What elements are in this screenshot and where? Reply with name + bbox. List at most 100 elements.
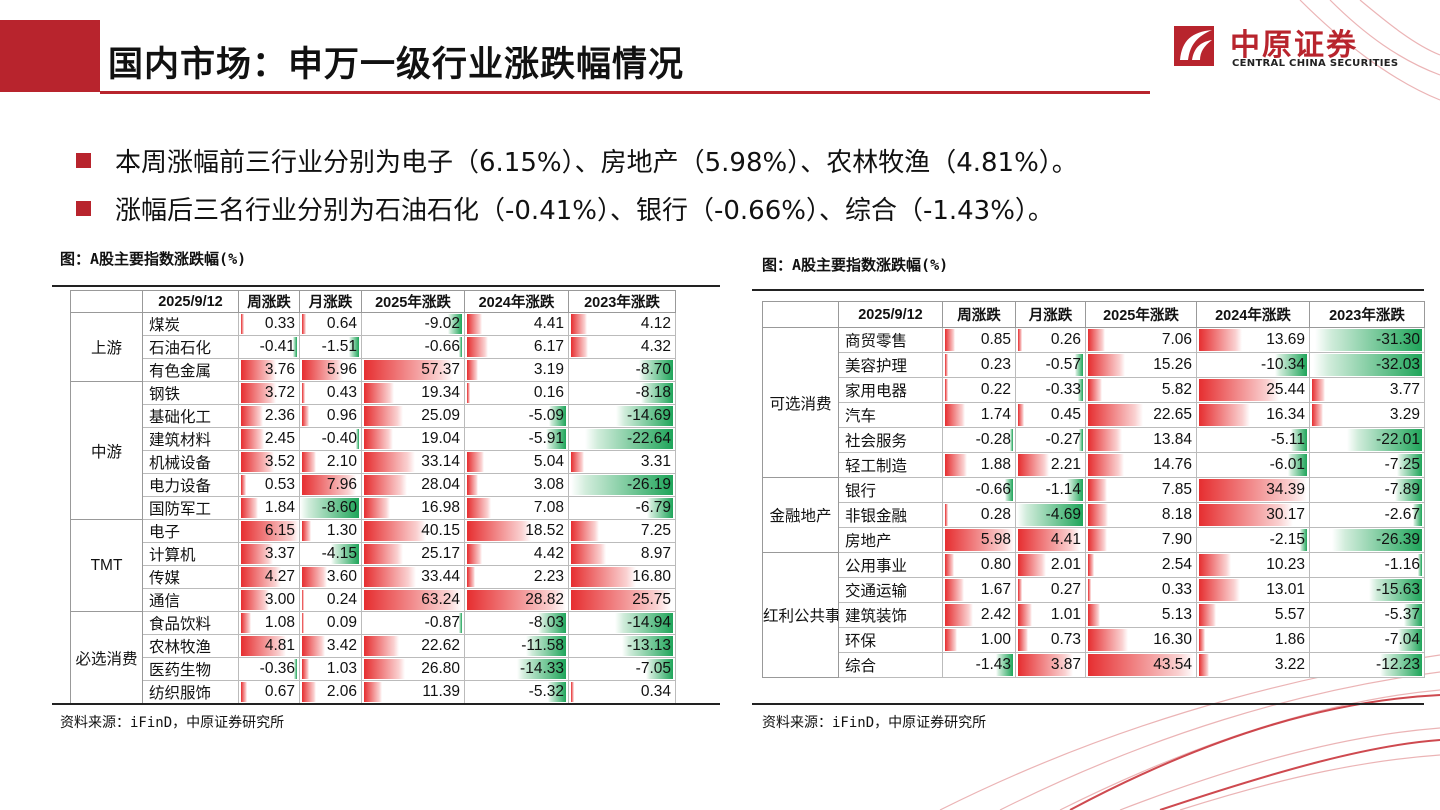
cell-value: 3.08: [533, 476, 564, 493]
table-row: 电力设备 0.53 7.96 28.04 3.08 -26.19: [71, 473, 676, 497]
header-2024-change: 2024年涨跌: [1196, 301, 1310, 328]
cell-value: 3.77: [1389, 381, 1420, 398]
cell-value: 14.76: [1153, 456, 1192, 473]
table-row: TMT 电子 6.15 1.30 40.15 18.52 7.25: [70, 519, 676, 612]
industry-name: 农林牧渔: [142, 634, 239, 658]
cell-value: 0.33: [1161, 581, 1192, 598]
cell-value: 40.15: [421, 522, 460, 539]
left-industry-table: 2025/9/12 周涨跌 月涨跌 2025年涨跌 2024年涨跌 2023年涨…: [70, 290, 676, 704]
cell-value: 6.15: [264, 522, 295, 539]
cell-value: -0.66: [975, 481, 1011, 498]
gain-data-bar: [1312, 379, 1325, 401]
header-accent-bar: [0, 20, 100, 92]
gain-data-bar: [1199, 579, 1240, 601]
industry-name: 计算机: [142, 542, 239, 566]
industry-name: 商贸零售: [838, 327, 943, 353]
loss-data-bar: [1078, 379, 1083, 401]
page-title: 国内市场：申万一级行业涨跌幅情况: [108, 45, 685, 85]
loss-data-bar: [1368, 579, 1422, 601]
loss-data-bar: [1397, 629, 1422, 651]
cell-value: 2.21: [1050, 456, 1081, 473]
gain-data-bar: [241, 613, 252, 633]
2023-change-cell: -26.39: [1309, 527, 1425, 553]
cell-value: 13.69: [1266, 331, 1305, 348]
gain-data-bar: [302, 314, 307, 334]
2024-change-cell: 0.16: [464, 381, 569, 405]
2024-change-cell: -2.15: [1196, 527, 1310, 553]
cell-value: -7.89: [1384, 481, 1420, 498]
cell-value: 3.37: [264, 545, 295, 562]
industry-name: 汽车: [838, 402, 943, 428]
2023-change-cell: 8.97: [568, 542, 676, 566]
week-change-cell: 0.33: [238, 312, 300, 336]
gain-data-bar: [945, 529, 1015, 551]
gain-data-bar: [1088, 629, 1128, 651]
header-date: 2025/9/12: [142, 290, 239, 313]
table-row: 必选消费 食品饮料 1.08 0.09 -0.87 -8.03 -14.94: [70, 611, 676, 704]
cell-value: -4.15: [321, 545, 357, 562]
cell-value: 4.27: [264, 568, 295, 585]
week-change-cell: -0.66: [942, 477, 1016, 503]
gain-data-bar: [364, 383, 394, 403]
cell-value: 11.39: [422, 683, 460, 700]
2025-change-cell: 33.44: [361, 565, 465, 589]
loss-data-bar: [1074, 354, 1083, 376]
2025-change-cell: -0.66: [361, 335, 465, 359]
gain-data-bar: [1088, 604, 1101, 626]
cell-value: 0.09: [326, 614, 357, 631]
bullet-item: 本周涨幅前三行业分别为电子（6.15%）、房地产（5.98%）、农林牧渔（4.8…: [76, 136, 1078, 184]
gain-data-bar: [241, 682, 248, 702]
gain-data-bar: [302, 682, 317, 702]
2025-change-cell: 16.98: [361, 496, 465, 520]
table-row: 红利公共事业公用事业 0.80 2.01 2.54 10.23 -1.16: [762, 552, 1425, 678]
gain-data-bar: [1199, 379, 1279, 401]
table-row: 房地产 5.98 4.41 7.90 -2.15 -26.39: [763, 527, 1425, 553]
2025-change-cell: -9.02: [361, 312, 465, 336]
cell-value: -8.60: [321, 499, 357, 516]
cell-value: 2.01: [1050, 556, 1081, 573]
2025-change-cell: 19.34: [361, 381, 465, 405]
industry-name: 社会服务: [838, 427, 943, 453]
loss-data-bar: [348, 337, 359, 357]
gain-data-bar: [241, 544, 273, 564]
table-row: 国防军工 1.84 -8.60 16.98 7.08 -6.79: [71, 496, 676, 520]
cell-value: -1.43: [975, 656, 1011, 673]
month-change-cell: 5.96: [299, 358, 362, 382]
2023-change-cell: -6.79: [568, 496, 676, 520]
cell-value: 4.32: [640, 338, 671, 355]
group-label: 上游: [70, 312, 143, 382]
bullet-item: 涨幅后三名行业分别为石油石化（-0.41%）、银行（-0.66%）、综合（-1.…: [76, 184, 1078, 232]
gain-data-bar: [467, 567, 475, 587]
industry-name: 房地产: [838, 527, 943, 553]
cell-value: 1.30: [326, 522, 357, 539]
right-figure-caption: 图：A股主要指数涨跌幅(%): [762, 256, 949, 274]
industry-name: 轻工制造: [838, 452, 943, 478]
cell-value: 26.80: [421, 660, 460, 677]
gain-data-bar: [302, 613, 304, 633]
cell-value: 5.04: [533, 453, 564, 470]
gain-data-bar: [945, 354, 948, 376]
cell-value: 3.19: [533, 361, 564, 378]
group-label: 红利公共事业: [762, 552, 839, 678]
cell-value: 13.01: [1266, 581, 1305, 598]
cell-value: -22.64: [627, 430, 671, 447]
cell-value: -7.05: [635, 660, 671, 677]
cell-value: 2.45: [264, 430, 295, 447]
left-top-rule: [52, 285, 720, 287]
2023-change-cell: -8.70: [568, 358, 676, 382]
gain-data-bar: [241, 452, 274, 472]
2025-change-cell: 57.37: [361, 358, 465, 382]
table-row: 建筑材料 2.45 -0.40 19.04 -5.91 -22.64: [71, 427, 676, 451]
cell-value: 0.33: [264, 315, 295, 332]
month-change-cell: -0.57: [1015, 352, 1086, 378]
month-change-cell: 0.64: [299, 312, 362, 336]
table-row: 非银金融 0.28 -4.69 8.18 30.17 -2.67: [763, 502, 1425, 528]
cell-value: 8.18: [1161, 506, 1192, 523]
table-row: 汽车 1.74 0.45 22.65 16.34 3.29: [763, 402, 1425, 428]
loss-data-bar: [1397, 454, 1422, 476]
gain-data-bar: [945, 579, 965, 601]
cell-value: 0.67: [264, 683, 295, 700]
2025-change-cell: 25.17: [361, 542, 465, 566]
industry-name: 公用事业: [838, 552, 943, 578]
cell-value: 1.03: [326, 660, 357, 677]
